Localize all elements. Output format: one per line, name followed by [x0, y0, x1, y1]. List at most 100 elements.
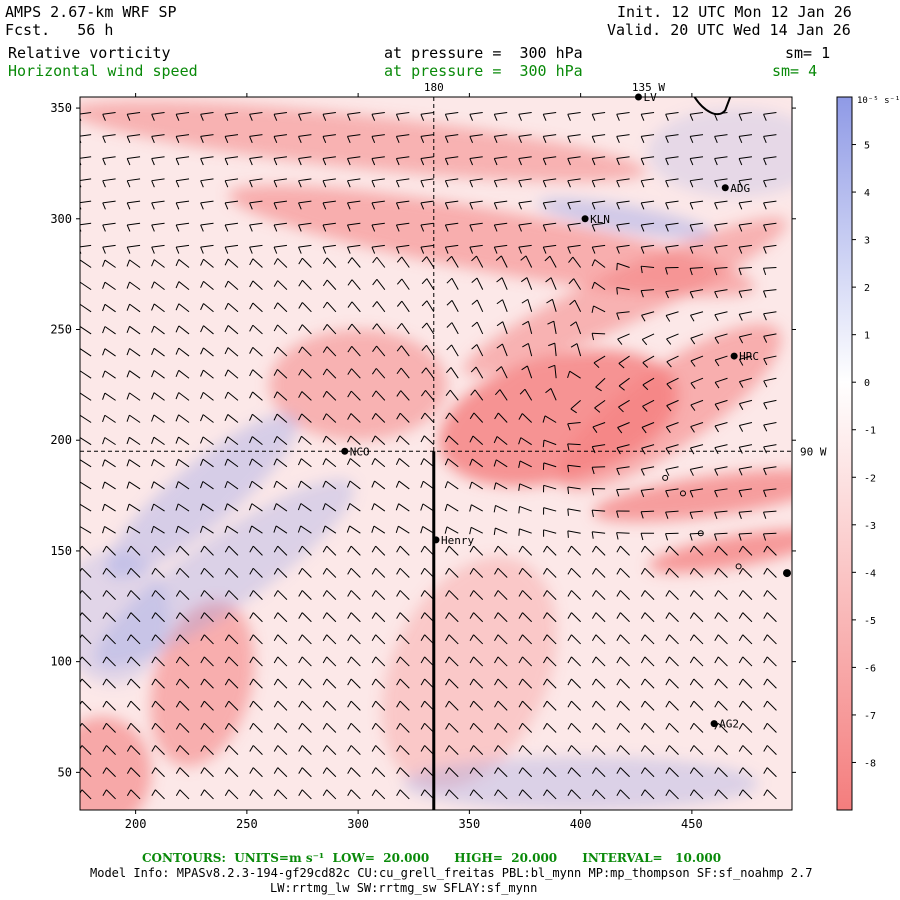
wind-barb: [738, 488, 753, 498]
wind-barb: [518, 634, 533, 645]
wind-barb: [126, 612, 141, 623]
wind-barb: [273, 678, 288, 689]
wind-barb: [640, 265, 655, 274]
wind-barb: [151, 303, 165, 313]
wind-barb: [714, 612, 728, 623]
wind-barb: [224, 280, 239, 291]
wind-barb: [763, 745, 777, 755]
wind-barb: [591, 332, 606, 341]
wind-barb: [494, 789, 508, 800]
wind-barb: [518, 112, 532, 121]
station-henry: Henry: [432, 534, 474, 547]
wind-barb: [616, 200, 630, 210]
wind-barb: [347, 200, 361, 210]
wind-barb: [200, 656, 214, 667]
wind-barb: [102, 281, 116, 291]
wind-barb: [567, 530, 581, 538]
wind-barb: [421, 344, 435, 357]
wind-barb: [224, 634, 239, 645]
wind-barb: [518, 460, 532, 468]
wind-barb: [496, 343, 508, 357]
colorbar-tick-label: 2: [864, 283, 870, 294]
wind-barb: [542, 178, 557, 188]
wind-barb: [80, 459, 92, 468]
wind-barb: [444, 222, 459, 232]
wind-barb: [102, 437, 116, 446]
wind-barb: [471, 344, 484, 357]
wind-barb: [224, 767, 239, 778]
wind-barb: [445, 612, 459, 623]
wind-barb: [298, 279, 312, 290]
wind-barb: [102, 612, 116, 623]
wind-barb: [666, 333, 679, 345]
wind-barb: [445, 678, 459, 689]
wind-barb: [421, 367, 435, 379]
wind-barb: [126, 590, 141, 600]
wind-barb: [347, 279, 361, 290]
wind-barb: [543, 634, 557, 645]
wind-barb: [273, 745, 288, 755]
wind-barb: [298, 324, 312, 335]
wind-barb: [151, 745, 165, 755]
wind-barb: [420, 789, 435, 800]
wind-barb: [493, 459, 508, 468]
wind-barb: [591, 678, 606, 689]
wind-barb: [763, 466, 777, 476]
wind-barb: [297, 503, 312, 512]
wind-barb: [249, 324, 263, 335]
wind-barb: [371, 545, 386, 556]
wind-barb: [297, 458, 312, 468]
wind-barb: [444, 112, 459, 121]
wind-barb: [420, 134, 434, 144]
wind-barb: [200, 258, 214, 268]
wind-barb: [494, 678, 508, 689]
wind-barb: [738, 112, 753, 121]
wind-barb: [347, 156, 361, 166]
model-info: Model Info: MPASv8.2.3-194-gf29cd82c CU:…: [90, 866, 813, 880]
wind-barb: [471, 255, 484, 268]
wind-barb: [446, 300, 459, 313]
wind-barb: [469, 545, 484, 556]
wind-barb: [494, 545, 508, 556]
wind-barb: [102, 590, 116, 600]
wind-barb: [738, 678, 753, 689]
wind-barb: [371, 134, 385, 144]
wind-barb: [738, 333, 753, 344]
wind-barb: [738, 444, 753, 454]
wind-barb: [126, 745, 141, 755]
wind-barb: [617, 422, 630, 434]
wind-barb: [567, 508, 581, 516]
wind-barb: [346, 503, 361, 512]
wind-barb: [738, 399, 753, 410]
wind-barb: [543, 507, 557, 515]
wind-barb: [151, 112, 165, 121]
wind-barb: [518, 178, 532, 188]
wind-barb: [493, 200, 508, 210]
wind-barb: [567, 486, 581, 495]
wind-barb: [493, 222, 508, 232]
wind-barb: [298, 745, 312, 755]
wind-barb: [175, 156, 190, 166]
wind-barb: [273, 200, 287, 210]
wind-barb: [151, 222, 165, 232]
x-tick-label: 450: [681, 817, 703, 831]
wind-barb: [640, 656, 655, 667]
wind-barb: [446, 344, 459, 357]
wind-barb: [567, 722, 581, 733]
wind-barb: [249, 745, 263, 755]
wind-barb: [616, 767, 630, 778]
station-marker: [710, 720, 718, 728]
wind-barb: [591, 656, 606, 667]
wind-barb: [494, 767, 508, 778]
wind-barb: [714, 289, 728, 299]
wind-barb: [322, 200, 336, 210]
wind-barb: [738, 532, 752, 541]
wind-barb: [224, 700, 239, 711]
wind-barb: [616, 156, 630, 166]
wind-barb: [347, 178, 361, 188]
wind-barb: [420, 678, 435, 689]
wind-barb: [763, 422, 777, 432]
wind-barb: [200, 458, 214, 468]
wind-barb: [518, 678, 533, 689]
wind-barb: [126, 370, 141, 379]
